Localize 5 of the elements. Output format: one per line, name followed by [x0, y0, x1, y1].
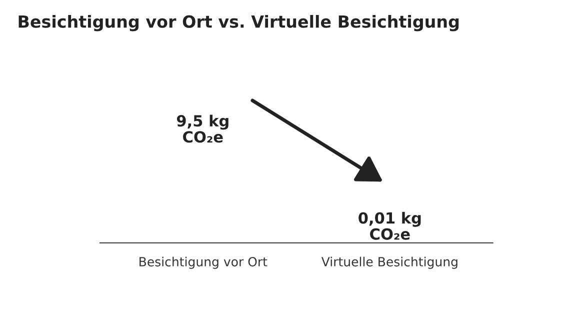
data-label: 0,01 kg CO₂e	[358, 212, 421, 240]
text: Besichtigung vor Ort vs. Virtuelle Besichtigung	[18, 14, 459, 32]
category-label: Besichtigung vor Ort	[140, 256, 268, 269]
category-label: Virtuelle Besichtigung	[321, 256, 458, 269]
data-label: 9,5 kg CO₂e	[176, 114, 228, 143]
